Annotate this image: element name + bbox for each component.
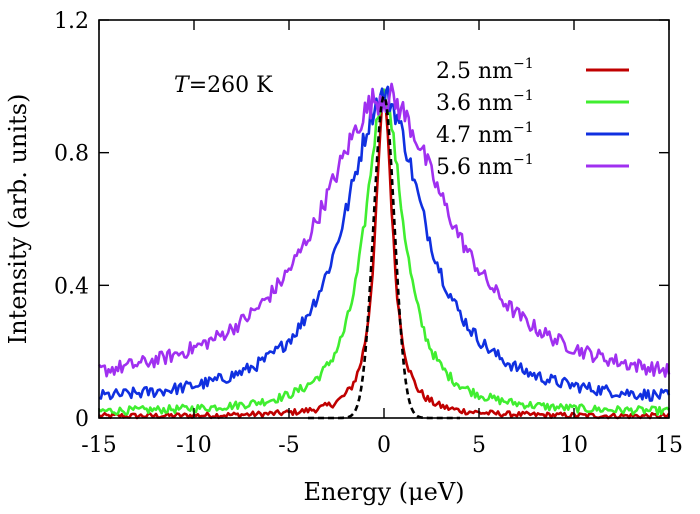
x-tick-label: 15 <box>655 433 683 458</box>
legend-label-4: 5.6 nm−1 <box>436 152 534 180</box>
x-tick-label: 5 <box>472 433 486 458</box>
legend-label-3: 4.7 nm−1 <box>436 120 534 148</box>
y-tick-label: 0.8 <box>54 142 89 167</box>
temperature-value: =260 K <box>189 73 273 98</box>
series-line-1 <box>98 91 671 420</box>
y-tick-label: 0.4 <box>54 274 89 299</box>
x-tick-label: -10 <box>176 433 211 458</box>
x-tick-label: 0 <box>377 433 391 458</box>
y-tick-label: 0 <box>75 407 89 432</box>
legend: 2.5 nm−1 3.6 nm−1 4.7 nm−1 5.6 nm−1 <box>436 56 629 180</box>
x-tick-label: -5 <box>278 433 299 458</box>
x-tick-label: -15 <box>81 433 116 458</box>
axis-ticks: -15 -10 -5 0 5 10 15 0 0.4 0.8 1.2 <box>54 9 683 458</box>
temperature-annotation: T=260 K <box>174 73 273 98</box>
series-line-4 <box>98 82 671 378</box>
series-line-2 <box>98 88 670 417</box>
y-axis-title: Intensity (arb. units) <box>4 94 32 345</box>
temperature-symbol: T <box>174 73 191 98</box>
x-axis-title: Energy (μeV) <box>303 478 464 506</box>
legend-label-1: 2.5 nm−1 <box>436 56 534 84</box>
legend-label-2: 3.6 nm−1 <box>436 88 534 116</box>
y-tick-label: 1.2 <box>54 9 89 34</box>
plot-area <box>98 82 671 420</box>
x-tick-label: 10 <box>560 433 588 458</box>
